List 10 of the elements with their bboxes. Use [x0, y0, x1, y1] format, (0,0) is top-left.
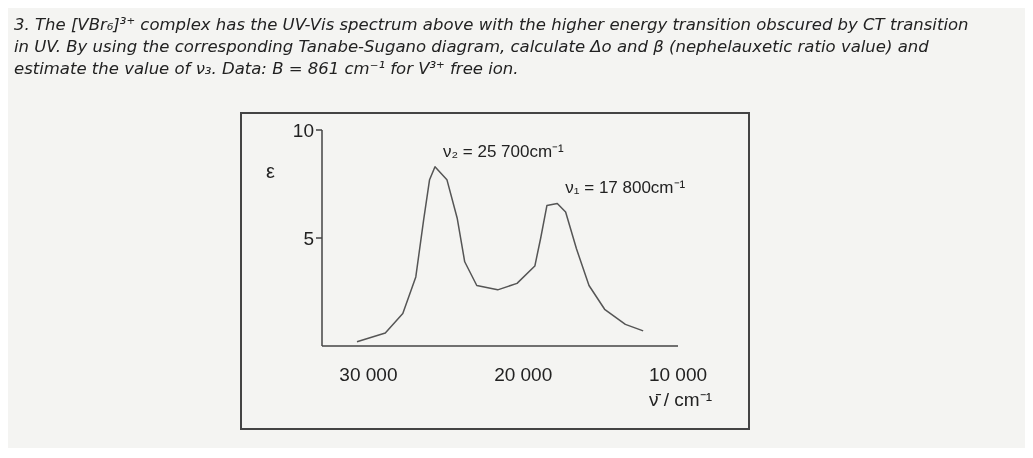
x-axis-title: ν̄ / cm⁻¹	[649, 388, 712, 412]
y-tick-label: 5	[303, 227, 314, 249]
y-axis-title: ε	[266, 160, 275, 183]
x-tick-label: 30 000	[339, 364, 398, 386]
chart-title: 3. The [VBr₆]³⁺ complex has the UV-Vis spectrum above with the higher energy transition obscured by CT transition in UV. By using the corresponding Tanabe-Sugano diagram, calculate Δo and β (nephelauxetic ratio value) and estimate the value of ν₃. Data: B = 861 cm⁻¹ for V³⁺ free ion.	[14, 14, 970, 80]
annotation: ν₁ = 17 800cm⁻¹	[565, 178, 686, 198]
y-tick-label: 10	[292, 119, 314, 141]
x-tick-label: 10 000	[648, 364, 708, 386]
x-tick-label: 20 000	[494, 364, 553, 386]
annotation: ν₂ = 25 700cm⁻¹	[442, 141, 565, 161]
